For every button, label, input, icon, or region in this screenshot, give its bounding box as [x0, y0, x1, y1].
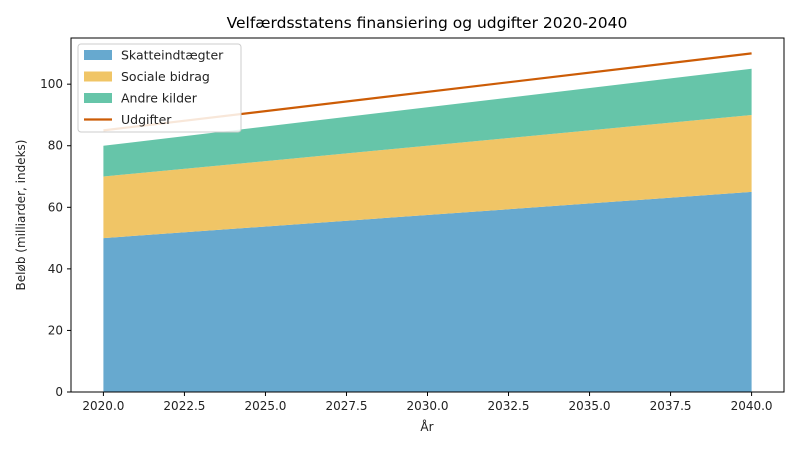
- y-axis: 0 20 40 60 80 100: [40, 77, 71, 399]
- legend: Skatteindtægter Sociale bidrag Andre kilde…: [77, 43, 242, 133]
- x-tick-label: 2025.0: [244, 399, 286, 413]
- x-tick-label: 2027.5: [325, 399, 367, 413]
- legend-label-skatteindt-gter: Skatteindtægter: [121, 48, 224, 63]
- area-skatteindt-gter: [103, 191, 752, 392]
- x-tick-label: 2032.5: [488, 399, 530, 413]
- areas-layer: [103, 68, 752, 392]
- x-tick-label: 2035.0: [569, 399, 611, 413]
- legend-swatch-andre-kilder: [84, 93, 112, 103]
- legend-label-udgifter: Udgifter: [121, 112, 172, 127]
- x-axis-label: År: [420, 419, 433, 434]
- x-tick-label: 2040.0: [731, 399, 773, 413]
- x-tick-label: 2020.0: [82, 399, 124, 413]
- y-tick-label: 60: [48, 200, 63, 214]
- x-tick-label: 2030.0: [407, 399, 449, 413]
- y-tick-label: 80: [48, 139, 63, 153]
- y-tick-label: 0: [55, 385, 63, 399]
- x-tick-label: 2037.5: [650, 399, 692, 413]
- legend-swatch-skatteindt-gter: [84, 50, 112, 60]
- legend-swatch-sociale-bidrag: [84, 71, 112, 82]
- y-tick-label: 100: [40, 77, 63, 91]
- y-tick-label: 20: [48, 323, 63, 337]
- legend-label-andre-kilder: Andre kilder: [121, 91, 198, 106]
- chart-title: Velfærdsstatens finansiering og udgifter…: [227, 14, 628, 32]
- legend-box: [77, 43, 242, 133]
- x-tick-label: 2022.5: [163, 399, 205, 413]
- y-tick-label: 40: [48, 262, 63, 276]
- y-axis-label: Beløb (milliarder, indeks): [14, 140, 28, 291]
- x-axis: 2020.0 2022.5 2025.0 2027.5 2030.0 2032.5 2035…: [82, 392, 773, 413]
- area-sociale-bidrag: [103, 114, 752, 239]
- area-andre-kilder: [103, 68, 752, 177]
- legend-label-sociale-bidrag: Sociale bidrag: [121, 69, 210, 84]
